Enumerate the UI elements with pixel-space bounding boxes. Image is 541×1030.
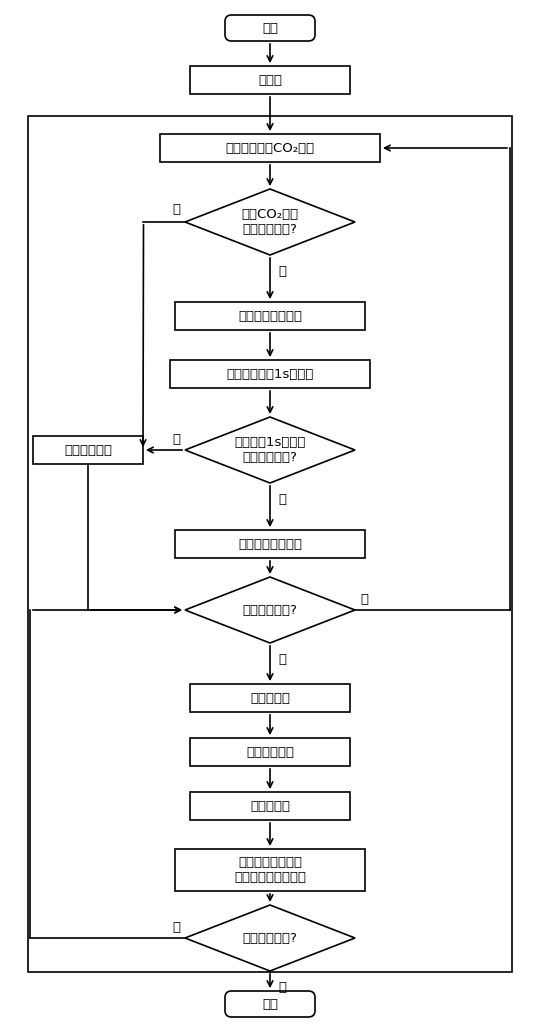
Text: 执行车内压力控制: 执行车内压力控制 bbox=[238, 538, 302, 550]
Text: 车内压力1s变化率
是否大于限值?: 车内压力1s变化率 是否大于限值? bbox=[234, 436, 306, 464]
Text: 开启换气风道: 开启换气风道 bbox=[64, 444, 112, 456]
Text: 初始化: 初始化 bbox=[258, 73, 282, 87]
FancyBboxPatch shape bbox=[225, 15, 315, 41]
Polygon shape bbox=[185, 188, 355, 255]
Text: 是: 是 bbox=[278, 493, 286, 506]
Text: 迭代学习控制算法
修正阀门开度控制量: 迭代学习控制算法 修正阀门开度控制量 bbox=[234, 856, 306, 884]
Text: 否: 否 bbox=[278, 265, 286, 278]
Text: 变幅度处理: 变幅度处理 bbox=[250, 691, 290, 705]
Text: 计算车内压力1s变化率: 计算车内压力1s变化率 bbox=[226, 368, 314, 380]
Bar bbox=[175, 302, 365, 330]
Text: 否: 否 bbox=[172, 921, 180, 934]
Bar bbox=[190, 684, 350, 712]
Text: 否: 否 bbox=[172, 433, 180, 446]
Polygon shape bbox=[185, 417, 355, 483]
Text: 开始: 开始 bbox=[262, 22, 278, 34]
Text: 是否离开隧道?: 是否离开隧道? bbox=[242, 604, 298, 617]
Bar bbox=[160, 134, 380, 162]
Bar bbox=[28, 116, 512, 972]
Polygon shape bbox=[185, 905, 355, 971]
Text: 实时检测车内CO₂浓度: 实时检测车内CO₂浓度 bbox=[226, 141, 314, 154]
Bar bbox=[190, 739, 350, 766]
Bar bbox=[190, 66, 350, 94]
Text: 迭代是否结束?: 迭代是否结束? bbox=[242, 931, 298, 945]
Bar bbox=[170, 360, 370, 388]
Text: 获取车内压力信号: 获取车内压力信号 bbox=[238, 309, 302, 322]
Text: 车内CO₂浓度
是否大于限值?: 车内CO₂浓度 是否大于限值? bbox=[241, 208, 299, 236]
Text: 否: 否 bbox=[360, 593, 368, 606]
Bar bbox=[175, 530, 365, 558]
Text: 是: 是 bbox=[278, 653, 286, 666]
Bar bbox=[175, 849, 365, 891]
Text: 计算控制误差: 计算控制误差 bbox=[246, 746, 294, 758]
Text: 变尺度处理: 变尺度处理 bbox=[250, 799, 290, 813]
Text: 结束: 结束 bbox=[262, 997, 278, 1010]
Text: 是: 是 bbox=[278, 981, 286, 994]
Polygon shape bbox=[185, 577, 355, 643]
Text: 是: 是 bbox=[172, 203, 180, 216]
Bar bbox=[190, 792, 350, 820]
FancyBboxPatch shape bbox=[225, 991, 315, 1017]
Bar bbox=[33, 436, 143, 464]
